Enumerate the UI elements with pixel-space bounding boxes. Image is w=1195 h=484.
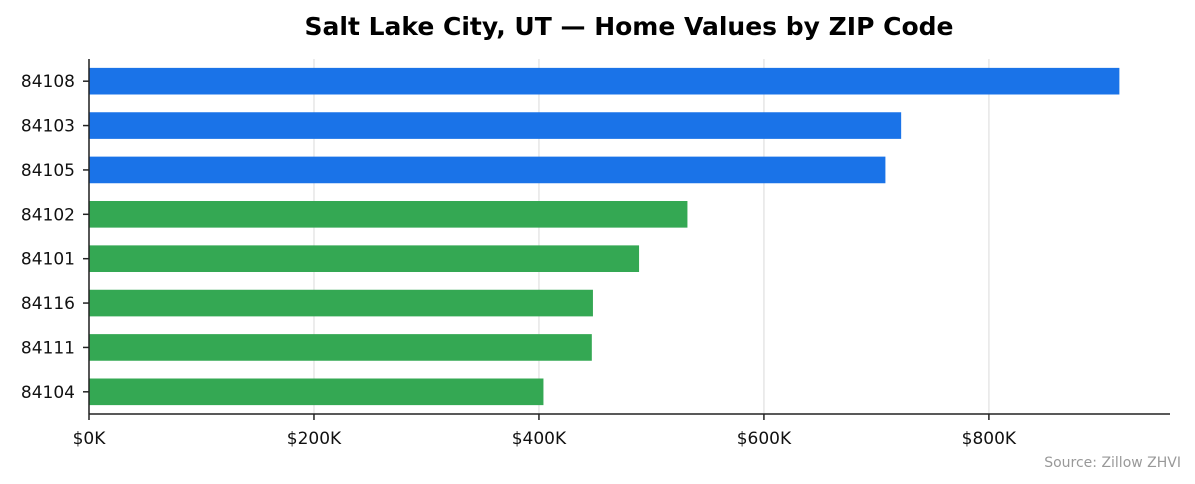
y-tick-label: 84108 — [21, 72, 75, 92]
x-tick-label: $400K — [512, 429, 567, 449]
bar-84104 — [89, 378, 544, 406]
bar-84101 — [89, 245, 640, 272]
bar-84105 — [89, 156, 886, 184]
x-tick-label: $800K — [962, 429, 1017, 449]
y-tick-label: 84105 — [21, 161, 75, 181]
y-tick-label: 84111 — [21, 338, 75, 358]
y-tick-label: 84104 — [21, 383, 75, 403]
bar-84116 — [89, 289, 593, 317]
y-tick-label: 84101 — [21, 250, 75, 270]
x-tick-label: $200K — [287, 429, 342, 449]
bar-84111 — [89, 334, 592, 361]
bar-84102 — [89, 201, 688, 228]
bar-84103 — [89, 112, 902, 139]
x-tick-label: $0K — [73, 429, 107, 449]
source-note: Source: Zillow ZHVI — [1044, 455, 1181, 471]
y-tick-label: 84103 — [21, 117, 75, 137]
x-tick-label: $600K — [737, 429, 792, 449]
bar-84108 — [89, 67, 1120, 95]
chart-title: Salt Lake City, UT — Home Values by ZIP … — [305, 12, 954, 41]
y-tick-label: 84102 — [21, 205, 75, 225]
y-tick-label: 84116 — [21, 294, 75, 314]
